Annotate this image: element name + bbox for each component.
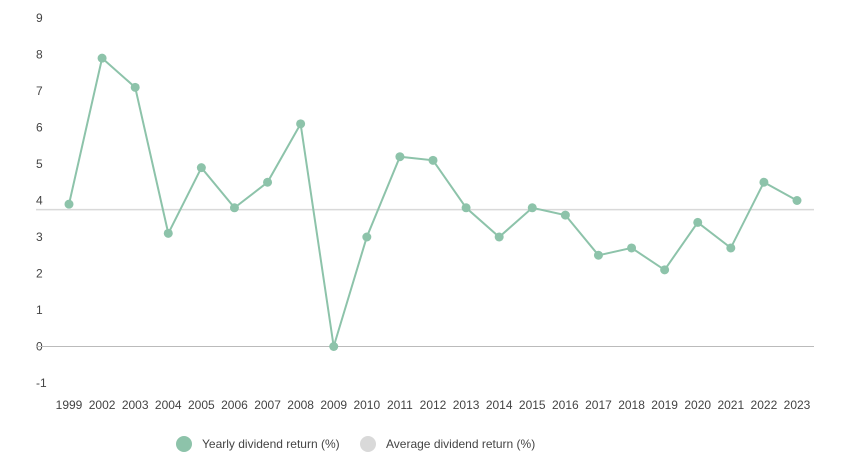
data-point[interactable] [296, 119, 306, 129]
x-tick-label: 2006 [221, 398, 248, 412]
x-tick-label: 2017 [585, 398, 612, 412]
x-tick-label: 2012 [420, 398, 447, 412]
x-tick-label: 2007 [254, 398, 281, 412]
y-tick-label: 6 [36, 121, 43, 135]
x-axis-ticks: 1999 2002 2003 2004 2005 2006 2007 2008 2009 2010… [56, 398, 811, 412]
x-tick-label: 1999 [56, 398, 83, 412]
x-tick-label: 2015 [519, 398, 546, 412]
x-tick-label: 2005 [188, 398, 215, 412]
data-point[interactable] [792, 196, 802, 205]
data-point[interactable] [163, 228, 173, 238]
x-tick-label: 2004 [155, 398, 182, 412]
data-point[interactable] [560, 210, 570, 220]
data-points [64, 53, 802, 351]
yearly-return-line [68, 56, 798, 347]
y-tick-label: 9 [36, 11, 43, 25]
data-point[interactable] [263, 177, 273, 187]
x-tick-label: 2019 [651, 398, 678, 412]
data-point[interactable] [461, 203, 471, 213]
y-tick-label: 2 [36, 267, 43, 281]
data-point[interactable] [362, 232, 372, 242]
data-point[interactable] [97, 53, 107, 63]
x-tick-label: 2010 [353, 398, 380, 412]
data-point[interactable] [627, 243, 637, 253]
y-tick-label: 4 [36, 194, 43, 208]
x-tick-label: 2008 [287, 398, 314, 412]
data-point[interactable] [494, 232, 504, 242]
x-tick-label: 2021 [717, 398, 744, 412]
x-tick-label: 2014 [486, 398, 513, 412]
data-point[interactable] [593, 250, 603, 260]
legend-label-average: Average dividend return (%) [386, 437, 536, 451]
data-point[interactable] [229, 203, 239, 213]
data-point[interactable] [759, 177, 769, 187]
legend-swatch-average [360, 436, 376, 452]
x-tick-label: 2023 [784, 398, 811, 412]
data-point[interactable] [660, 265, 670, 275]
x-tick-label: 2011 [387, 398, 413, 412]
x-tick-label: 2013 [453, 398, 480, 412]
x-tick-label: 2020 [684, 398, 711, 412]
x-tick-label: 2018 [618, 398, 645, 412]
data-point[interactable] [527, 203, 537, 213]
data-point[interactable] [196, 163, 206, 173]
y-tick-label: -1 [36, 376, 47, 390]
legend-label-yearly: Yearly dividend return (%) [202, 437, 340, 451]
legend-swatch-yearly [176, 436, 192, 452]
y-tick-label: 1 [36, 303, 43, 317]
x-tick-label: 2009 [320, 398, 347, 412]
legend-item-average[interactable]: Average dividend return (%) [360, 432, 535, 456]
y-tick-label: 7 [36, 84, 43, 98]
data-point[interactable] [329, 342, 339, 351]
x-tick-label: 2016 [552, 398, 579, 412]
y-tick-label: 3 [36, 230, 43, 244]
legend-item-yearly[interactable]: Yearly dividend return (%) [176, 432, 340, 456]
data-point[interactable] [64, 199, 74, 209]
y-tick-label: 8 [36, 48, 43, 62]
x-tick-label: 2022 [751, 398, 778, 412]
data-point[interactable] [693, 217, 703, 227]
data-point[interactable] [130, 82, 140, 92]
data-point[interactable] [726, 243, 736, 253]
x-tick-label: 2003 [122, 398, 149, 412]
data-point[interactable] [428, 155, 438, 165]
x-tick-label: 2002 [89, 398, 116, 412]
data-point[interactable] [395, 152, 405, 162]
y-tick-label: 5 [36, 157, 43, 171]
legend: Yearly dividend return (%) Average divid… [0, 432, 841, 456]
